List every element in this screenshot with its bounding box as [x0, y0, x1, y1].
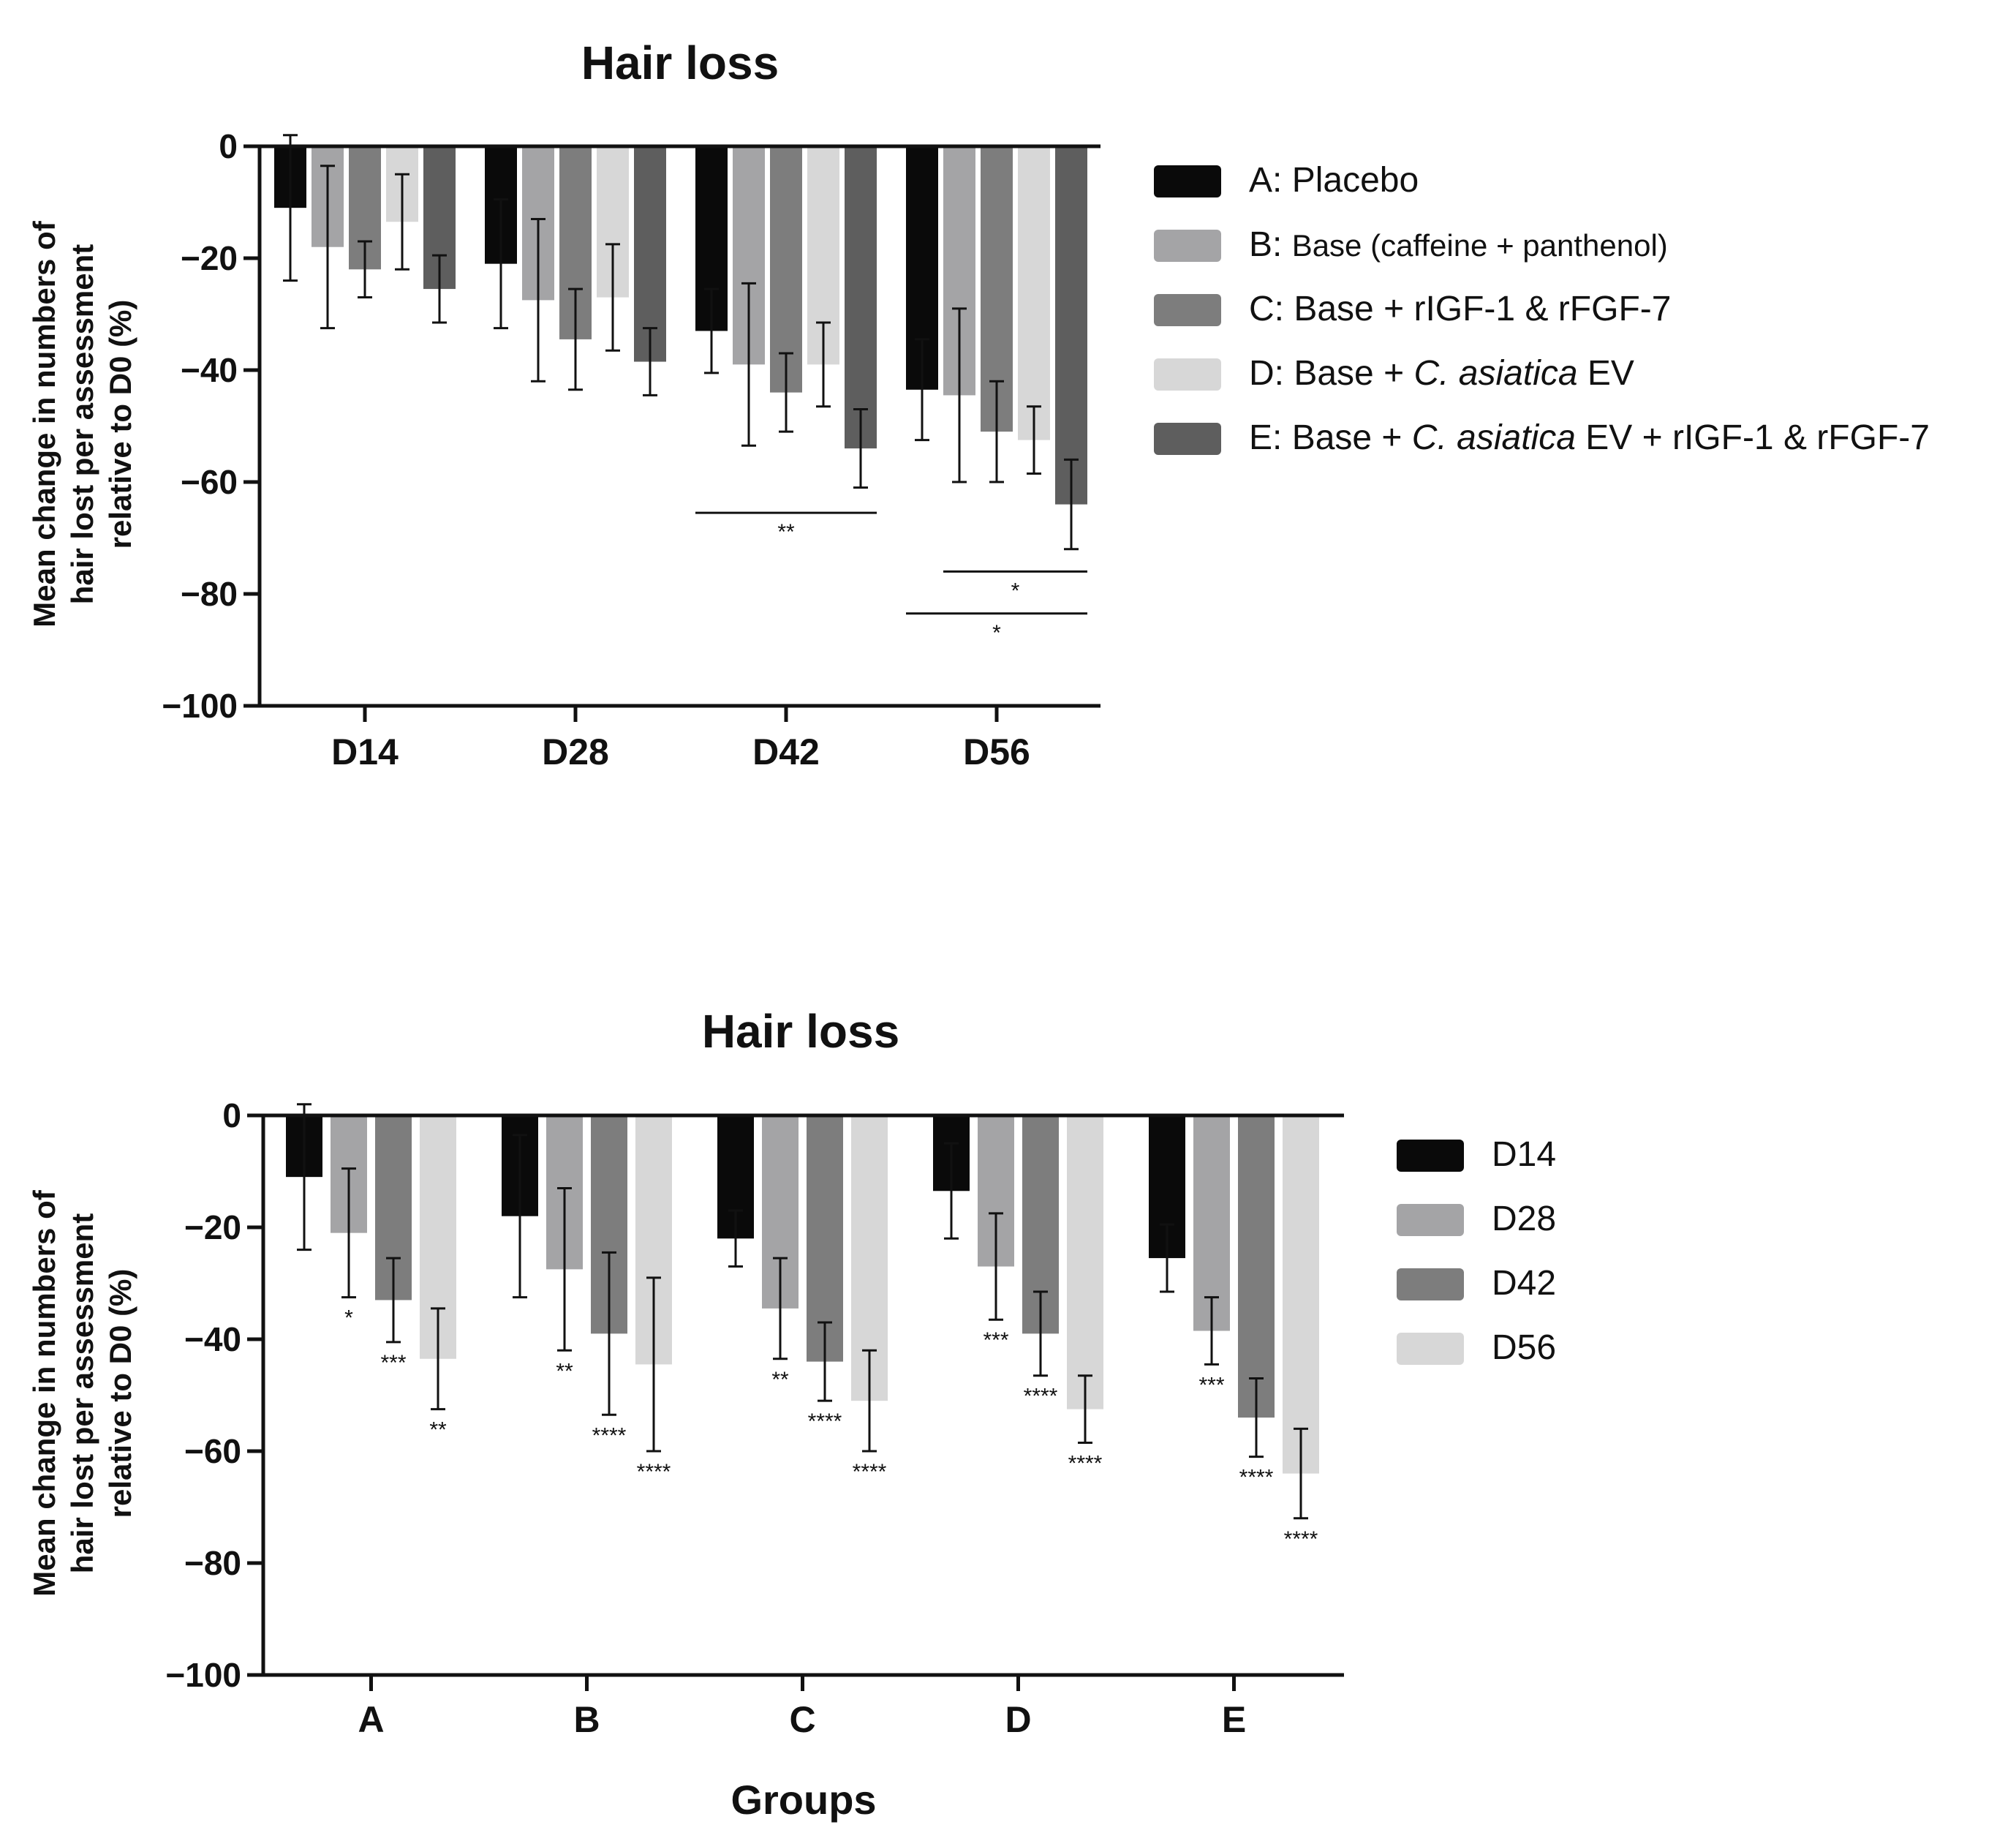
chart-1: Hair loss Mean change in numbers of hair l…	[27, 37, 1930, 772]
significance-star: ****	[1239, 1466, 1274, 1490]
legend-entry: E: Base + C. asiatica EV + rIGF-1 & rFGF…	[1249, 418, 1930, 457]
y-axis-label: Mean change in numbers of hair lost per a…	[27, 1189, 137, 1596]
bar-d28-e	[1193, 1115, 1230, 1331]
x-tick-label: D56	[963, 731, 1030, 772]
x-tick-label: D28	[542, 731, 609, 772]
significance-star: ****	[592, 1423, 627, 1447]
bar-d42-c	[807, 1115, 843, 1362]
legend-entry: C: Base + rIGF-1 & rFGF-7	[1249, 290, 1671, 328]
chart-2: Hair loss Mean change in numbers of hair l…	[27, 1005, 1556, 1823]
significance-star: ****	[637, 1460, 671, 1484]
bar-d56-e	[1283, 1115, 1319, 1474]
chart-title: Hair loss	[702, 1005, 899, 1058]
legend-entry: D14	[1492, 1135, 1556, 1174]
significance-star: ****	[1284, 1527, 1318, 1551]
y-tick-label: −80	[181, 575, 238, 613]
y-axis-label-line: hair lost per assessment	[65, 244, 99, 605]
legend-swatch	[1154, 165, 1221, 197]
y-axis-label-line: hair lost per assessment	[65, 1213, 99, 1574]
y-tick-label: −60	[181, 463, 238, 501]
significance-star: ***	[983, 1328, 1008, 1352]
x-tick-label: D	[1005, 1699, 1031, 1740]
bar-d56-d	[1067, 1115, 1103, 1409]
bar-d42-e	[1238, 1115, 1275, 1418]
x-tick-label: D42	[752, 731, 820, 772]
legend-swatch	[1154, 294, 1221, 326]
bar-c-d42	[770, 146, 802, 393]
y-axis-label-line: relative to D0 (%)	[103, 1269, 137, 1518]
legend-entry: D28	[1492, 1200, 1556, 1238]
legend-entry: D: Base + C. asiatica EV	[1249, 354, 1634, 393]
bar-e-d28	[634, 146, 666, 362]
significance-star: ****	[808, 1409, 842, 1434]
bar-d-d56	[1018, 146, 1050, 440]
significance-star: **	[771, 1368, 789, 1392]
bar-e-d56	[1055, 146, 1087, 505]
significance-star: ****	[1024, 1385, 1058, 1409]
legend-swatch	[1154, 423, 1221, 455]
legend-swatch	[1154, 358, 1221, 391]
x-tick-label: E	[1222, 1699, 1246, 1740]
y-tick-label: −100	[165, 1656, 241, 1694]
x-tick-label: D14	[331, 731, 399, 772]
bar-e-d42	[845, 146, 877, 449]
significance-star: **	[556, 1359, 573, 1383]
significance-label: **	[777, 520, 795, 544]
y-tick-label: −60	[184, 1432, 241, 1470]
x-axis-label: Groups	[730, 1777, 876, 1823]
legend-swatch	[1397, 1204, 1464, 1236]
x-tick-label: A	[358, 1699, 384, 1740]
y-axis-label-line: Mean change in numbers of	[27, 220, 61, 627]
y-tick-label: 0	[222, 1096, 241, 1134]
y-axis-label: Mean change in numbers of hair lost per a…	[27, 220, 137, 627]
significance-label: *	[1011, 579, 1020, 603]
significance-star: *	[344, 1306, 353, 1330]
chart-title: Hair loss	[581, 37, 779, 89]
legend-swatch	[1154, 230, 1221, 262]
y-tick-label: −100	[162, 687, 238, 725]
y-axis-label-line: Mean change in numbers of	[27, 1189, 61, 1596]
significance-star: ***	[1198, 1373, 1224, 1397]
y-axis-label-line: relative to D0 (%)	[103, 300, 137, 549]
legend-entry: A: Placebo	[1249, 161, 1419, 200]
y-tick-label: −40	[184, 1320, 241, 1358]
x-tick-label: C	[789, 1699, 815, 1740]
legend-entry: D56	[1492, 1328, 1556, 1367]
legend-swatch	[1397, 1333, 1464, 1365]
legend-entry: D42	[1492, 1264, 1556, 1303]
y-tick-label: −80	[184, 1544, 241, 1582]
significance-star: ****	[1068, 1452, 1103, 1476]
legend-swatch	[1397, 1140, 1464, 1172]
significance-star: **	[429, 1418, 447, 1442]
legend-swatch	[1397, 1268, 1464, 1300]
y-tick-label: −20	[181, 239, 238, 277]
y-tick-label: 0	[219, 127, 238, 165]
y-tick-label: −40	[181, 351, 238, 389]
y-tick-label: −20	[184, 1208, 241, 1246]
significance-star: ***	[380, 1351, 406, 1375]
significance-label: *	[992, 621, 1001, 645]
significance-star: ****	[853, 1460, 887, 1484]
legend-entry: B: Base (caffeine + panthenol)	[1249, 225, 1668, 264]
x-tick-label: B	[573, 1699, 600, 1740]
